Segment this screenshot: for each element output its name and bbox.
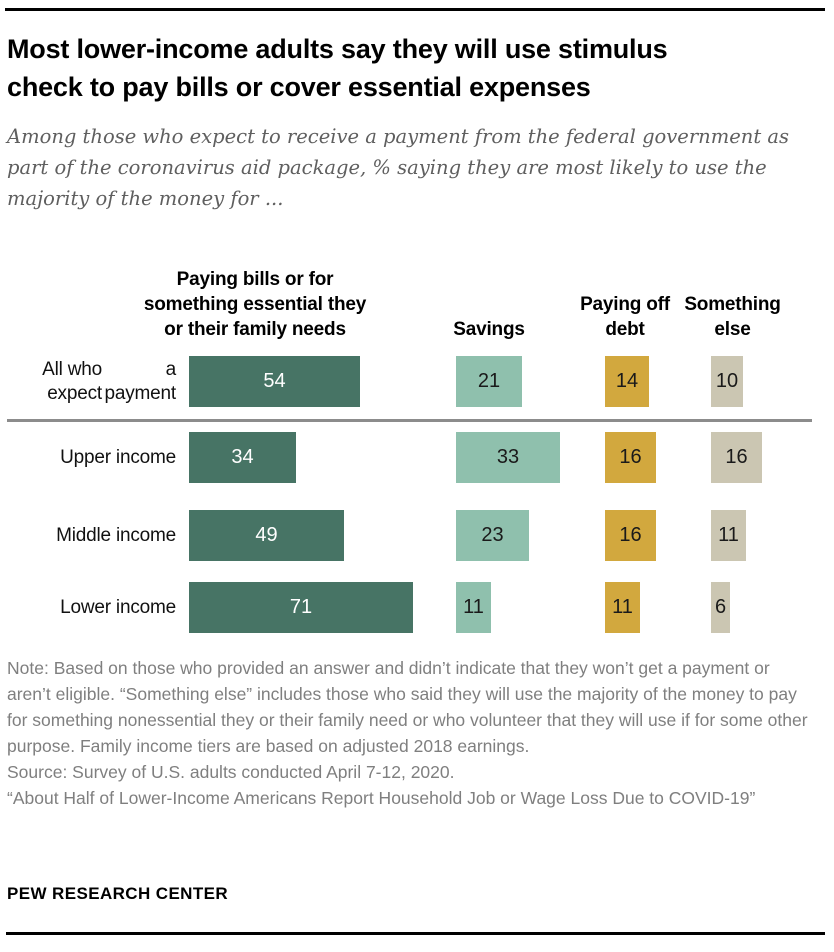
bar-value-label: 11 [718,524,739,546]
bar-value-label: 10 [715,370,739,392]
bar: 23 [456,510,529,561]
bar-value-label: 49 [255,524,278,546]
bar-value-label: 14 [615,370,639,392]
bar-value-label: 11 [463,596,484,618]
bar: 6 [711,582,730,633]
column-header-something-else: Something else [684,294,781,340]
bar-value-label: 16 [619,524,642,546]
chart-title: Most lower-income adults say they will u… [7,30,817,106]
row-label-line: Middle income [56,524,176,546]
bottom-rule [6,932,825,935]
group-divider-line [7,419,812,422]
bar-value-label: 11 [612,596,633,618]
bar: 33 [456,432,560,483]
row-label: Lower income [0,582,176,633]
row-label-line: a payment [104,358,177,404]
bar: 49 [189,510,344,561]
bar-value-label: 16 [725,446,748,468]
bar-value-label: 16 [619,446,642,468]
bar: 11 [605,582,640,633]
bar-value-label: 33 [496,446,520,468]
row-label-line: Upper income [60,446,176,468]
column-header-savings: Savings [453,319,525,340]
top-rule [5,8,825,11]
pew-research-center-logo: PEW RESEARCH CENTER [7,884,229,903]
bar: 16 [711,432,762,483]
bar: 54 [189,356,360,407]
source-text: Source: Survey of U.S. adults conducted … [7,762,455,782]
bar: 16 [605,510,656,561]
bar-value-label: 23 [481,524,504,546]
row-label-line: All who expect [42,358,102,404]
bar-value-label: 34 [231,446,254,468]
chart-title-line-1: Most lower-income adults say they will u… [7,34,668,64]
row-label: Upper income [0,432,176,483]
column-header-paying-off-debt: Paying off debt [580,294,670,340]
chart-subtitle: Among those who expect to receive a paym… [7,125,789,210]
row-label: All who expect a payment [0,356,176,407]
bar-value-label: 54 [263,370,286,392]
bar: 21 [456,356,522,407]
bar: 11 [711,510,746,561]
bar: 16 [605,432,656,483]
column-header-paying-bills: Paying bills or for something essential … [143,269,367,340]
row-label-line: Lower income [60,596,176,618]
bar-value-label: 71 [289,596,313,618]
bar: 11 [456,582,491,633]
bar: 14 [605,356,649,407]
bar: 34 [189,432,296,483]
row-label: Middle income [0,510,176,561]
bar-value-label: 6 [714,596,727,618]
bar: 10 [711,356,743,407]
chart-title-line-2: check to pay bills or cover essential ex… [7,72,591,102]
citation-text: “About Half of Lower-Income Americans Re… [7,788,756,808]
bar-value-label: 21 [477,370,501,392]
footer-notes: Note: Based on those who provided an ans… [7,655,815,811]
note-text: Note: Based on those who provided an ans… [7,658,808,756]
bar: 71 [189,582,413,633]
